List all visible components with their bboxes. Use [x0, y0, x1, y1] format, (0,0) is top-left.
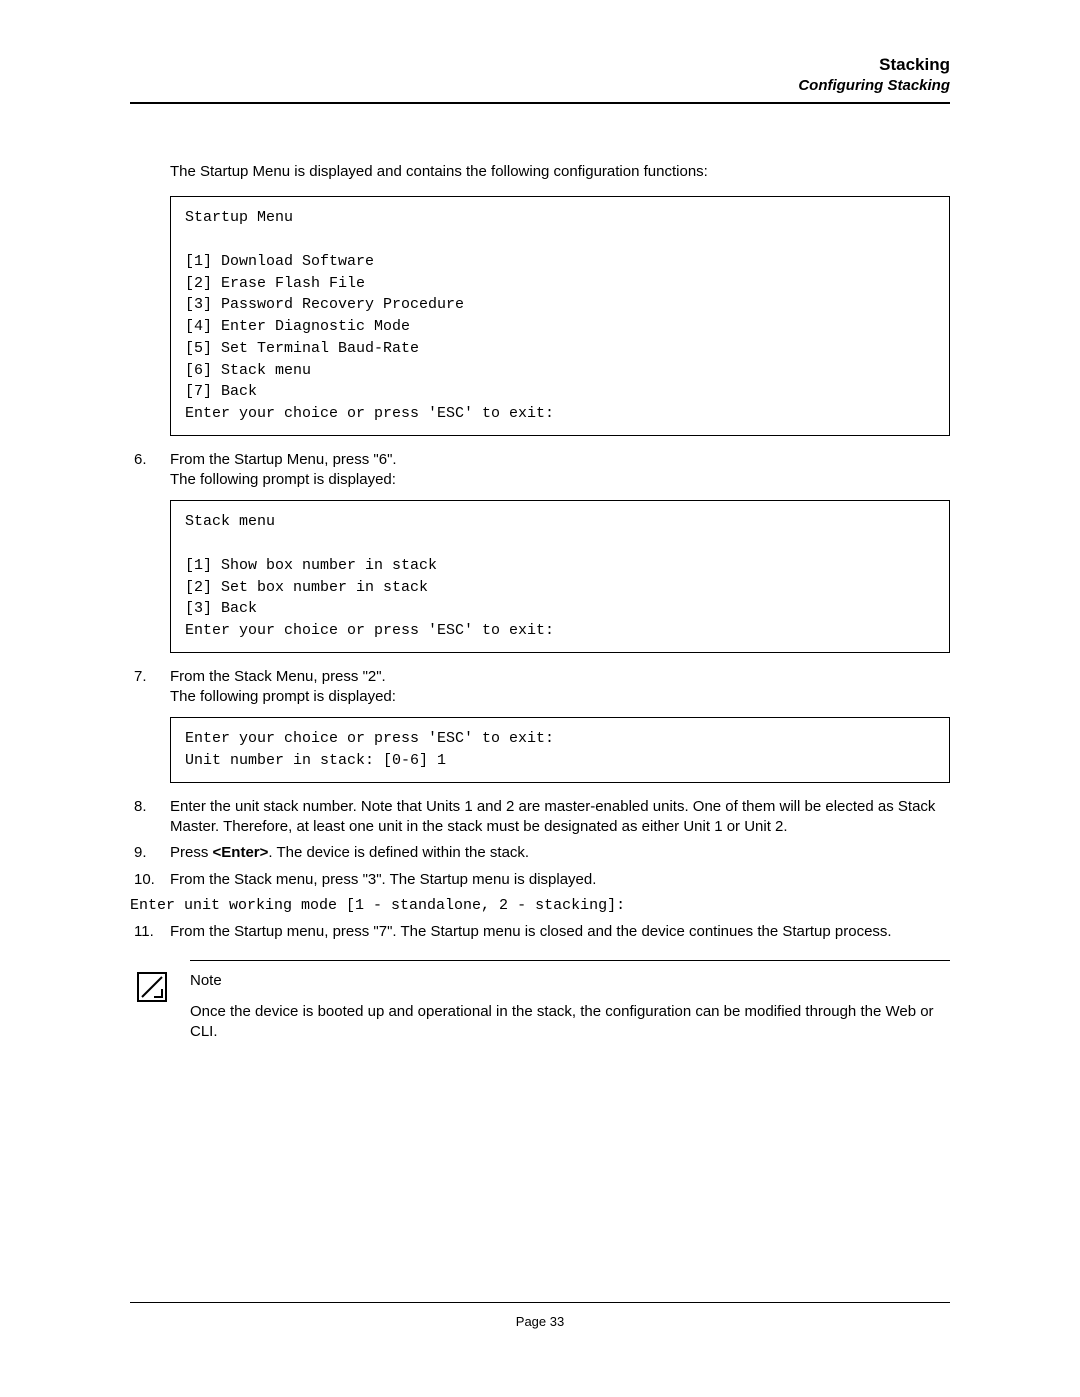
- step-body: Press <Enter>. The device is defined wit…: [170, 843, 950, 863]
- note-block: Note Once the device is booted up and op…: [130, 960, 950, 1042]
- step-line: From the Stack Menu, press "2".: [170, 667, 950, 687]
- unit-number-codebox: Enter your choice or press 'ESC' to exit…: [170, 717, 950, 783]
- startup-menu-codebox: Startup Menu [1] Download Software [2] E…: [170, 196, 950, 436]
- content-area: The Startup Menu is displayed and contai…: [130, 162, 950, 1042]
- working-mode-prompt: Enter unit working mode [1 - standalone,…: [130, 896, 950, 916]
- header-subtitle: Configuring Stacking: [130, 77, 950, 94]
- text-run: Press: [170, 844, 213, 861]
- page-header: Stacking Configuring Stacking: [130, 55, 950, 94]
- note-text: Note Once the device is booted up and op…: [190, 971, 950, 1042]
- note-row: Note Once the device is booted up and op…: [130, 971, 950, 1042]
- header-rule: [130, 102, 950, 104]
- step-number: 9.: [130, 843, 170, 863]
- step-body: From the Stack Menu, press "2". The foll…: [170, 667, 950, 708]
- step-number: 6.: [130, 450, 170, 491]
- step-9: 9. Press <Enter>. The device is defined …: [130, 843, 950, 863]
- step-6: 6. From the Startup Menu, press "6". The…: [130, 450, 950, 491]
- text-run: . The device is defined within the stack…: [268, 844, 529, 861]
- step-8: 8. Enter the unit stack number. Note tha…: [130, 797, 950, 838]
- step-body: From the Stack menu, press "3". The Star…: [170, 870, 950, 890]
- step-10: 10. From the Stack menu, press "3". The …: [130, 870, 950, 890]
- note-label: Note: [190, 971, 950, 991]
- step-body: From the Startup menu, press "7". The St…: [170, 922, 950, 942]
- enter-key-label: <Enter>: [213, 844, 269, 861]
- stack-menu-codebox: Stack menu [1] Show box number in stack …: [170, 500, 950, 653]
- footer-rule: [130, 1302, 950, 1303]
- header-title: Stacking: [130, 55, 950, 75]
- note-body: Once the device is booted up and operati…: [190, 1002, 950, 1043]
- step-number: 11.: [130, 922, 170, 942]
- step-body: Enter the unit stack number. Note that U…: [170, 797, 950, 838]
- page-number: Page 33: [130, 1314, 950, 1329]
- note-icon-cell: [130, 971, 190, 1009]
- step-11: 11. From the Startup menu, press "7". Th…: [130, 922, 950, 942]
- step-body: From the Startup Menu, press "6". The fo…: [170, 450, 950, 491]
- note-icon: [136, 971, 168, 1003]
- step-number: 8.: [130, 797, 170, 838]
- step-line: The following prompt is displayed:: [170, 687, 950, 707]
- page: Stacking Configuring Stacking The Startu…: [130, 55, 950, 1337]
- step-7: 7. From the Stack Menu, press "2". The f…: [130, 667, 950, 708]
- step-number: 7.: [130, 667, 170, 708]
- intro-text: The Startup Menu is displayed and contai…: [170, 162, 950, 182]
- step-line: From the Startup Menu, press "6".: [170, 450, 950, 470]
- step-number: 10.: [130, 870, 170, 890]
- note-rule: [190, 960, 950, 961]
- step-line: The following prompt is displayed:: [170, 470, 950, 490]
